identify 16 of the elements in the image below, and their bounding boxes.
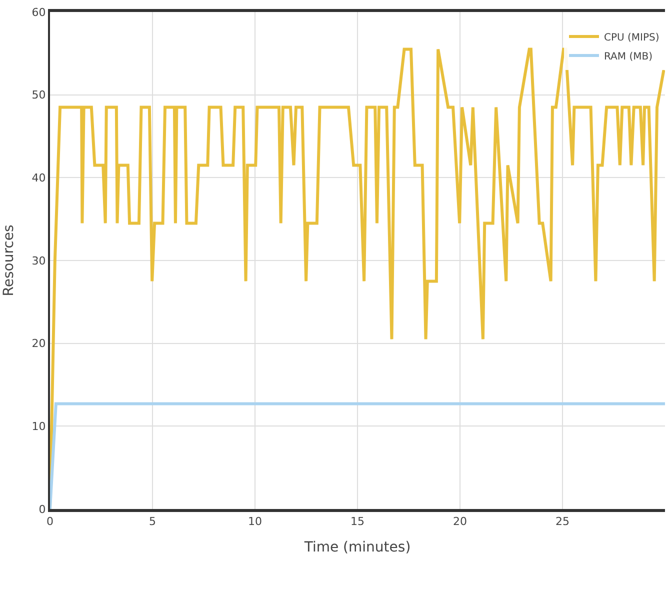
y-tick-label: 0 xyxy=(38,502,46,516)
legend-label: CPU (MIPS) xyxy=(604,32,660,44)
legend-label: RAM (MB) xyxy=(604,51,653,62)
y-tick-label: 20 xyxy=(32,337,46,350)
x-tick-label: 10 xyxy=(248,515,262,528)
y-tick-label: 60 xyxy=(32,6,46,19)
x-tick-label: 25 xyxy=(556,515,570,528)
y-tick-label: 50 xyxy=(32,88,46,102)
y-tick-label: 30 xyxy=(32,254,46,268)
x-tick-label: 5 xyxy=(149,515,156,528)
y-tick-label: 40 xyxy=(32,172,46,185)
x-axis-title: Time (minutes) xyxy=(303,540,411,556)
x-tick-label: 20 xyxy=(453,515,467,528)
y-tick-label: 10 xyxy=(32,420,46,434)
x-tick-label: 15 xyxy=(350,515,364,528)
y-axis-title: Resources xyxy=(0,224,17,296)
